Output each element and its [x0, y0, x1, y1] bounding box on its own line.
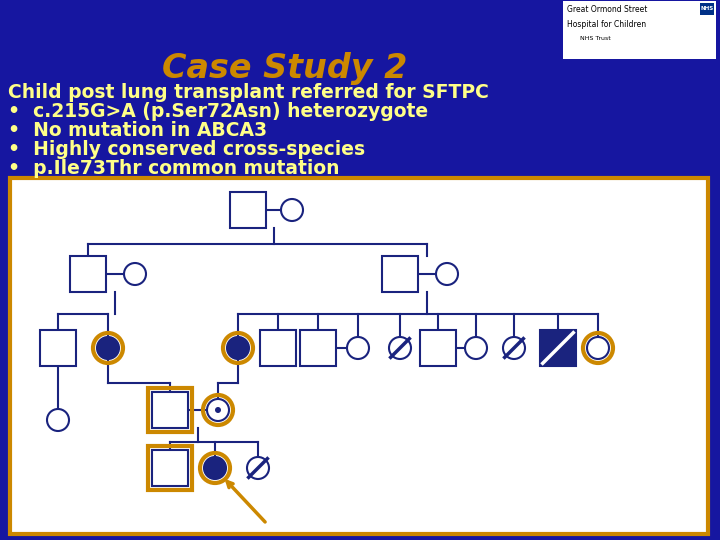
Bar: [148, 388, 192, 432]
Text: NHS Trust: NHS Trust: [580, 36, 611, 41]
Text: •  c.215G>A (p.Ser72Asn) heterozygote: • c.215G>A (p.Ser72Asn) heterozygote: [8, 102, 428, 121]
Ellipse shape: [47, 409, 69, 431]
Ellipse shape: [124, 263, 146, 285]
Ellipse shape: [465, 337, 487, 359]
Bar: [563, 1, 716, 59]
Ellipse shape: [587, 337, 609, 359]
Ellipse shape: [389, 337, 411, 359]
Bar: [540, 330, 576, 366]
Bar: [382, 256, 418, 292]
Bar: [152, 392, 188, 428]
Text: Great Ormond Street: Great Ormond Street: [567, 5, 647, 14]
Ellipse shape: [347, 337, 369, 359]
Ellipse shape: [227, 337, 249, 359]
Text: •  No mutation in ABCA3: • No mutation in ABCA3: [8, 121, 267, 140]
Ellipse shape: [204, 457, 226, 479]
Ellipse shape: [503, 337, 525, 359]
Bar: [300, 330, 336, 366]
Ellipse shape: [436, 263, 458, 285]
Ellipse shape: [207, 399, 229, 421]
Bar: [10, 178, 708, 534]
Ellipse shape: [215, 407, 221, 413]
Bar: [230, 192, 266, 228]
Bar: [152, 450, 188, 486]
Bar: [148, 446, 192, 490]
Text: •  Highly conserved cross-species: • Highly conserved cross-species: [8, 140, 365, 159]
Text: NHS: NHS: [701, 6, 714, 11]
Bar: [700, 3, 714, 15]
Bar: [40, 330, 76, 366]
Ellipse shape: [97, 337, 119, 359]
Text: Hospital for Children: Hospital for Children: [567, 20, 646, 29]
Text: Case Study 2: Case Study 2: [162, 52, 408, 85]
Text: •  p.Ile73Thr common mutation: • p.Ile73Thr common mutation: [8, 159, 340, 178]
Ellipse shape: [247, 457, 269, 479]
Bar: [70, 256, 106, 292]
Bar: [420, 330, 456, 366]
Bar: [260, 330, 296, 366]
Text: Child post lung transplant referred for SFTPC: Child post lung transplant referred for …: [8, 83, 489, 102]
Ellipse shape: [281, 199, 303, 221]
